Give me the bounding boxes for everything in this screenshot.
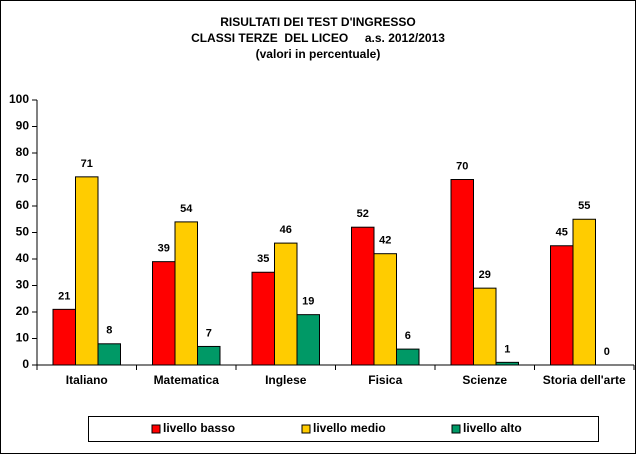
- value-label: 55: [578, 200, 590, 212]
- bar: [97, 343, 121, 366]
- legend-label: livello alto: [463, 421, 522, 435]
- bar: [75, 176, 99, 366]
- value-label: 8: [106, 325, 112, 337]
- bar: [152, 261, 176, 366]
- value-label: 42: [379, 235, 391, 247]
- x-tick-label: Scienze: [462, 373, 507, 387]
- value-label: 39: [158, 243, 170, 255]
- value-label: 71: [81, 158, 93, 170]
- bar: [296, 314, 320, 366]
- bar: [251, 271, 275, 366]
- x-tick-label: Italiano: [66, 373, 108, 387]
- legend-swatch: [301, 424, 311, 434]
- y-tick-label: 40: [16, 251, 30, 265]
- y-tick-label: 50: [16, 225, 30, 239]
- legend-swatch: [451, 424, 461, 434]
- chart-title: RISULTATI DEI TEST D'INGRESSO: [220, 15, 416, 29]
- value-label: 29: [479, 269, 491, 281]
- x-tick-label: Inglese: [265, 373, 307, 387]
- bar: [174, 221, 198, 366]
- value-label: 6: [405, 330, 411, 342]
- bar: [52, 308, 76, 366]
- value-label: 21: [58, 290, 70, 302]
- x-tick-label: Fisica: [368, 373, 402, 387]
- bar: [572, 218, 596, 366]
- chart-title: (valori in percentuale): [256, 47, 381, 61]
- value-label: 52: [357, 208, 369, 220]
- value-label: 45: [556, 227, 568, 239]
- value-label: 19: [302, 296, 314, 308]
- legend: [88, 416, 599, 442]
- value-label: 7: [206, 327, 212, 339]
- bar: [373, 253, 397, 366]
- legend-label: livello basso: [163, 421, 235, 435]
- bar: [495, 361, 519, 366]
- bar: [197, 345, 221, 366]
- value-label: 0: [604, 346, 610, 358]
- y-tick-label: 30: [16, 278, 30, 292]
- y-tick-label: 10: [16, 331, 30, 345]
- y-tick-label: 80: [16, 145, 30, 159]
- x-tick-label: Storia dell'arte: [543, 373, 626, 387]
- x-tick-label: Matematica: [154, 373, 220, 387]
- y-tick-label: 100: [9, 92, 29, 106]
- legend-label: livello medio: [313, 421, 386, 435]
- value-label: 35: [257, 253, 269, 265]
- bar: [550, 245, 574, 366]
- value-label: 46: [280, 224, 292, 236]
- y-tick-label: 90: [16, 119, 30, 133]
- chart-title: CLASSI TERZE DEL LICEO a.s. 2012/2013: [191, 31, 445, 45]
- value-label: 54: [180, 203, 193, 215]
- y-tick-label: 70: [16, 172, 30, 186]
- bar: [274, 242, 298, 366]
- y-tick-label: 20: [16, 304, 30, 318]
- legend-swatch: [151, 424, 161, 434]
- bar: [351, 226, 375, 366]
- bar: [473, 287, 497, 366]
- bar: [396, 348, 420, 366]
- y-tick-label: 0: [22, 357, 29, 371]
- value-label: 1: [504, 343, 510, 355]
- y-tick-label: 60: [16, 198, 30, 212]
- bar: [450, 179, 474, 366]
- value-label: 70: [456, 160, 468, 172]
